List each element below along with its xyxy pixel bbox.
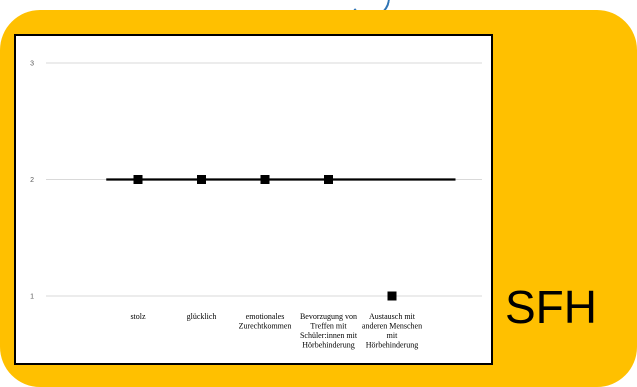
sfh-badge: SFH: [505, 281, 597, 333]
x-category-label-line: mit: [387, 331, 398, 340]
x-category-label: Austausch mit anderen Menschen mit Hörbehin…: [362, 312, 422, 350]
x-category-label-line: Schüler:innen mit: [300, 331, 358, 340]
x-category-label-line: Hörbehinderung: [366, 341, 418, 350]
line-chart: 1 2 3 stolz glücklich emotionales Zurechtkomme…: [30, 61, 482, 350]
data-point-marker: [324, 175, 333, 184]
x-category-label-line: glücklich: [187, 312, 217, 321]
y-tick-label: 3: [30, 61, 34, 68]
chart-container: 1 2 3 stolz glücklich emotionales Zurechtkomme…: [14, 34, 493, 365]
x-category-label-line: emotionales: [246, 312, 285, 321]
x-category-label-line: Bevorzugung von: [300, 312, 357, 321]
x-category-label: stolz: [130, 312, 146, 321]
x-category-label: glücklich: [187, 312, 217, 321]
data-point-marker: [387, 291, 397, 301]
data-point-marker: [197, 175, 206, 184]
x-category-label-line: Treffen mit: [310, 322, 347, 331]
x-category-label: emotionales Zurechtkommen: [239, 312, 292, 331]
x-category-label-line: anderen Menschen: [362, 322, 422, 331]
x-category-label-line: Austausch mit: [369, 312, 416, 321]
x-category-label-line: stolz: [130, 312, 146, 321]
x-category-label: Bevorzugung von Treffen mit Schüler:innen …: [300, 312, 358, 350]
data-point-marker: [133, 175, 143, 184]
y-tick-label: 1: [30, 294, 34, 301]
x-category-label-line: Hörbehinderung: [302, 341, 354, 350]
y-tick-label: 2: [30, 177, 34, 184]
x-category-label-line: Zurechtkommen: [239, 322, 292, 331]
data-point-marker: [260, 175, 270, 184]
